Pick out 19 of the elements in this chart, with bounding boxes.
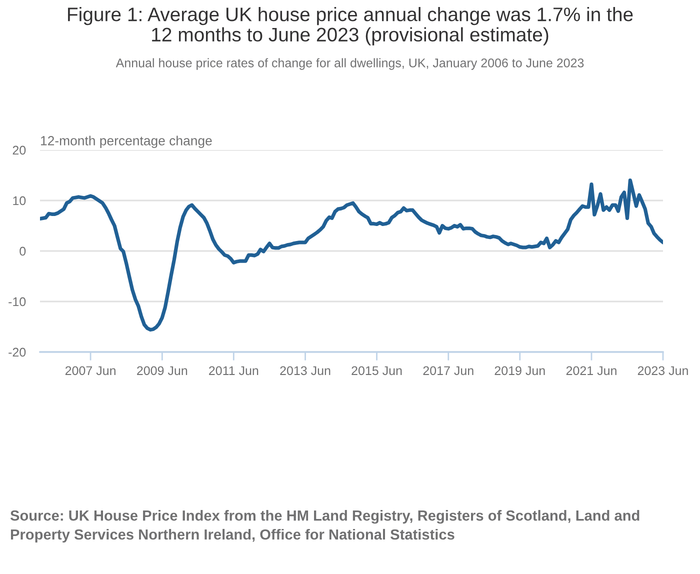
x-tick-label: 2023 Jun <box>638 366 688 376</box>
chart-title: Figure 1: Average UK house price annual change was 1.7% in the 12 months to June 2023 (provisional estimate) <box>68 7 633 46</box>
y-tick-label: 0 <box>20 246 26 256</box>
y-axis-title: 12-month percentage change <box>41 136 212 148</box>
x-tick-label: 2009 Jun <box>137 366 188 376</box>
x-tick-label: 2019 Jun <box>494 366 545 376</box>
x-tick-label: 2011 Jun <box>209 366 258 376</box>
y-tick-label: 20 <box>12 146 26 155</box>
y-tick-label: -10 <box>8 297 26 306</box>
source-note: Source: UK House Price Index from the HM Land Registry, Registers of Scotland, Land and Property Services Northern Ireland, Office for National Statistics <box>10 510 640 543</box>
x-tick-label: 2007 Jun <box>65 366 116 376</box>
x-tick-label: 2015 Jun <box>352 366 402 376</box>
chart-subtitle: Annual house price rates of change for all dwellings, UK, January 2006 to June 2023 <box>116 58 584 70</box>
y-tick-label: 10 <box>13 196 26 206</box>
x-tick-label: 2021 Jun <box>566 366 616 376</box>
x-tick-label: 2013 Jun <box>280 366 330 376</box>
x-tick-label: 2017 Jun <box>423 366 474 376</box>
y-tick-label: -20 <box>8 348 26 357</box>
line-series <box>40 178 663 332</box>
